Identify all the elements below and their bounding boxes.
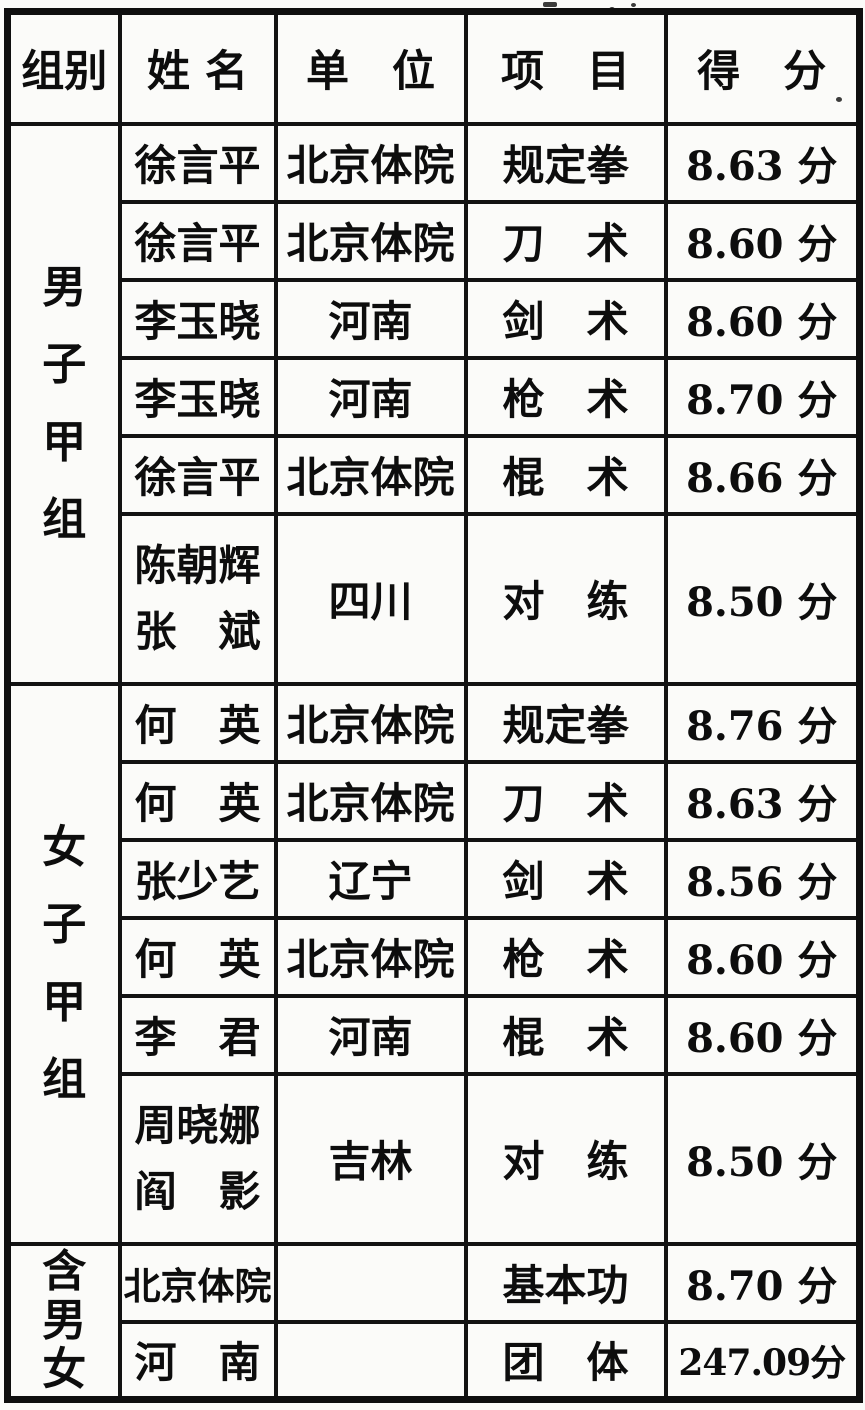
event-cell: 团 体 <box>463 1319 668 1402</box>
score-cell: 8.60 分 <box>663 199 862 282</box>
event-cell: 剑 术 <box>463 277 668 360</box>
name-cell: 河 南 <box>117 1319 278 1402</box>
event-cell: 刀 术 <box>463 199 668 282</box>
name-cell: 李玉晓 <box>117 277 278 360</box>
score-cell: 8.63 分 <box>663 759 862 842</box>
name-cell: 李玉晓 <box>117 355 278 438</box>
score-cell: 8.60 分 <box>663 915 862 998</box>
header-cell-event: 项 目 <box>463 9 668 126</box>
unit-cell <box>273 1241 468 1324</box>
header-row: 组别 姓 名 单 位 项 目 得 分 <box>5 9 862 126</box>
name-cell: 周晓娜 阎 影 <box>117 1071 278 1246</box>
score-cell: 8.76 分 <box>663 681 862 764</box>
results-table: 组别 姓 名 单 位 项 目 得 分 男子甲组 徐言平 北京体院 规定拳 8.6… <box>4 8 863 1403</box>
unit-cell: 河南 <box>273 277 468 360</box>
score-cell: 8.70 分 <box>663 1241 862 1324</box>
unit-cell: 北京体院 <box>273 199 468 282</box>
name-cell: 何 英 <box>117 759 278 842</box>
score-cell: 8.50 分 <box>663 1071 862 1246</box>
name-cell: 徐言平 <box>117 433 278 516</box>
unit-cell: 河南 <box>273 993 468 1076</box>
unit-cell: 河南 <box>273 355 468 438</box>
event-cell: 规定拳 <box>463 681 668 764</box>
header-cell-unit: 单 位 <box>273 9 468 126</box>
score-cell: 8.66 分 <box>663 433 862 516</box>
table-row: 何 英 北京体院 枪 术 8.60 分 <box>8 915 862 998</box>
scan-speck <box>631 3 636 7</box>
event-cell: 枪 术 <box>463 915 668 998</box>
table-row: 李 君 河南 棍 术 8.60 分 <box>8 993 862 1076</box>
table-row: 李玉晓 河南 枪 术 8.70 分 <box>8 355 862 438</box>
event-cell: 棍 术 <box>463 993 668 1076</box>
group-cell-mixed: 含男女 <box>5 1241 122 1402</box>
name-cell: 何 英 <box>117 915 278 998</box>
unit-cell: 吉林 <box>273 1071 468 1246</box>
score-cell: 8.50 分 <box>663 511 862 686</box>
group-label: 含男女 <box>42 1245 87 1396</box>
header-cell-name: 姓 名 <box>117 9 278 126</box>
event-cell: 基本功 <box>463 1241 668 1324</box>
event-cell: 对 练 <box>463 511 668 686</box>
header-cell-group: 组别 <box>5 9 122 126</box>
table-row: 含男女 北京体院 基本功 8.70 分 <box>5 1241 862 1402</box>
table-row: 陈朝辉 张 斌 四川 对 练 8.50 分 <box>8 511 862 686</box>
name-line-2: 阎 影 <box>134 1166 261 1216</box>
table-row: 何 英 北京体院 刀 术 8.63 分 <box>8 759 862 842</box>
name-line-2: 张 斌 <box>134 606 261 656</box>
event-cell: 剑 术 <box>463 837 668 920</box>
group-cell-men: 男子甲组 <box>5 121 122 686</box>
score-cell: 247.09分 <box>663 1319 862 1402</box>
header-cell-score: 得 分 <box>663 9 862 126</box>
name-line-1: 周晓娜 <box>134 1101 261 1151</box>
unit-cell: 北京体院 <box>273 681 468 764</box>
event-cell: 枪 术 <box>463 355 668 438</box>
table-row: 张少艺 辽宁 剑 术 8.56 分 <box>8 837 862 920</box>
table-row: 徐言平 北京体院 刀 术 8.60 分 <box>8 199 862 282</box>
event-cell: 对 练 <box>463 1071 668 1246</box>
unit-cell <box>273 1319 468 1402</box>
name-cell: 张少艺 <box>117 837 278 920</box>
unit-cell: 四川 <box>273 511 468 686</box>
group-label: 男子甲组 <box>42 261 87 545</box>
table-row: 徐言平 北京体院 棍 术 8.66 分 <box>8 433 862 516</box>
event-cell: 棍 术 <box>463 433 668 516</box>
name-cell: 徐言平 <box>117 121 278 204</box>
score-cell: 8.63 分 <box>663 121 862 204</box>
score-cell: 8.60 分 <box>663 993 862 1076</box>
unit-cell: 辽宁 <box>273 837 468 920</box>
name-cell: 陈朝辉 张 斌 <box>117 511 278 686</box>
table-row: 男子甲组 徐言平 北京体院 规定拳 8.63 分 <box>5 121 862 686</box>
event-cell: 刀 术 <box>463 759 668 842</box>
table-row: 李玉晓 河南 剑 术 8.60 分 <box>8 277 862 360</box>
group-cell-women: 女子甲组 <box>5 681 122 1246</box>
group-label: 女子甲组 <box>42 821 87 1105</box>
name-line-1: 陈朝辉 <box>134 541 261 591</box>
unit-cell: 北京体院 <box>273 121 468 204</box>
score-cell: 8.70 分 <box>663 355 862 438</box>
name-cell: 徐言平 <box>117 199 278 282</box>
unit-cell: 北京体院 <box>273 759 468 842</box>
score-cell: 8.56 分 <box>663 837 862 920</box>
table-row: 周晓娜 阎 影 吉林 对 练 8.50 分 <box>8 1071 862 1246</box>
unit-cell: 北京体院 <box>273 915 468 998</box>
event-cell: 规定拳 <box>463 121 668 204</box>
scan-speck <box>543 2 557 7</box>
name-cell: 何 英 <box>117 681 278 764</box>
table-row: 河 南 团 体 247.09分 <box>8 1319 862 1402</box>
name-cell: 北京体院 <box>117 1241 278 1324</box>
name-cell: 李 君 <box>117 993 278 1076</box>
table-row: 女子甲组 何 英 北京体院 规定拳 8.76 分 <box>5 681 862 1246</box>
unit-cell: 北京体院 <box>273 433 468 516</box>
score-cell: 8.60 分 <box>663 277 862 360</box>
